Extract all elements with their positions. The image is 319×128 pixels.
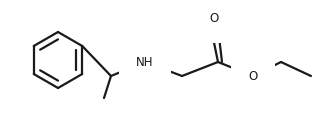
Text: NH: NH <box>136 56 154 68</box>
Text: O: O <box>209 13 219 25</box>
Text: O: O <box>249 70 258 83</box>
